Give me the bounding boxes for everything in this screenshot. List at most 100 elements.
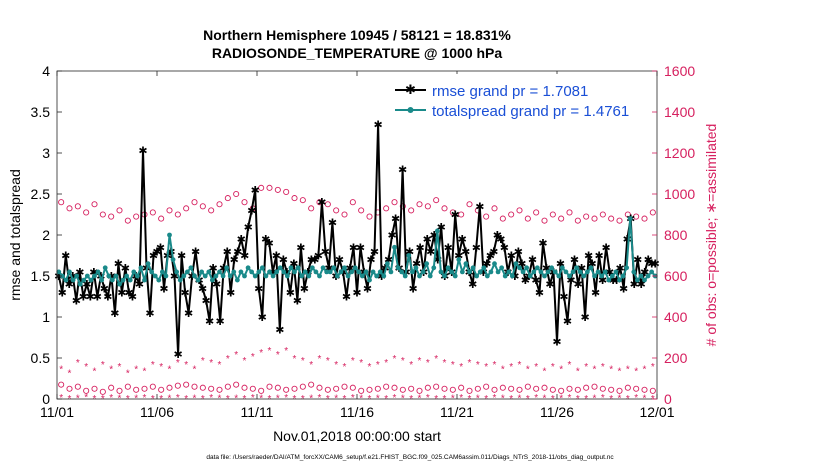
obs-possible-low-marker (141, 385, 148, 392)
obs-assimilated-marker: * (176, 358, 180, 369)
obs-possible-marker (574, 217, 581, 224)
spread-point (213, 273, 219, 279)
rmse-point: ✱ (335, 255, 344, 267)
spread-point (574, 265, 580, 271)
spread-point (627, 216, 633, 222)
spread-point (599, 273, 605, 279)
rmse-point: ✱ (114, 259, 123, 271)
obs-assimilated-marker: * (309, 360, 313, 371)
spread-point (309, 265, 315, 271)
obs-assimilated-marker: * (326, 356, 330, 367)
obs-possible-low-marker (291, 385, 298, 392)
x-tick-label: 11/01 (40, 404, 74, 420)
spread-point (227, 273, 233, 279)
y-tick-label-left: 3.5 (31, 104, 51, 120)
spread-point (613, 269, 619, 275)
obs-assimilated-marker: * (351, 356, 355, 367)
rmse-point: ✱ (247, 205, 256, 217)
rmse-point: ✱ (366, 255, 375, 267)
obs-assimilated-marker: * (59, 364, 63, 375)
spread-point (617, 277, 622, 283)
spread-point (242, 273, 247, 279)
rmse-point: ✱ (472, 242, 481, 254)
rmse-point: ✱ (251, 185, 260, 197)
spread-point (270, 273, 276, 279)
rmse-point: ✱ (352, 287, 361, 299)
spread-point (395, 265, 401, 271)
obs-assimilated-low-marker: * (493, 393, 497, 404)
spread-point (631, 269, 637, 275)
spread-point (184, 269, 190, 275)
obs-assimilated-low-marker: * (126, 394, 130, 405)
spread-point (267, 269, 272, 275)
rmse-point: ✱ (609, 275, 618, 287)
y-tick-label-left: 0 (42, 391, 50, 407)
spread-point (488, 269, 494, 275)
rmse-point: ✱ (566, 275, 575, 287)
rmse-point: ✱ (230, 255, 239, 267)
spread-point (481, 265, 487, 271)
rmse-point: ✱ (489, 246, 498, 258)
obs-possible-low-marker (458, 384, 465, 391)
obs-possible-marker (208, 207, 215, 214)
spread-point (492, 261, 497, 267)
spread-point (388, 269, 394, 275)
y-tick-label-left: 3 (42, 145, 50, 161)
spread-point (256, 269, 262, 275)
spread-point (59, 273, 65, 279)
spread-point (570, 269, 576, 275)
rmse-point: ✱ (156, 242, 165, 254)
spread-point (149, 269, 155, 275)
x-tick-label: 11/06 (140, 404, 174, 420)
y-axis-label-left: rmse and totalspread (7, 169, 23, 301)
spread-point (231, 269, 237, 275)
rmse-point: ✱ (117, 287, 126, 299)
rmse-point: ✱ (310, 255, 319, 267)
rmse-point: ✱ (254, 283, 263, 295)
spread-point (513, 261, 519, 267)
rmse-point: ✱ (552, 337, 561, 349)
obs-possible-marker (199, 203, 206, 210)
spread-point (284, 273, 290, 279)
rmse-point: ✱ (300, 283, 309, 295)
obs-possible-marker (266, 184, 273, 191)
obs-assimilated-low-marker: * (468, 394, 472, 405)
spread-point (302, 269, 308, 275)
spread-point (649, 269, 655, 275)
obs-assimilated-marker: * (109, 364, 113, 375)
spread-point (588, 265, 594, 271)
plot-frame (56, 70, 658, 400)
rmse-point: ✱ (110, 308, 119, 320)
rmse-point: ✱ (180, 287, 189, 299)
obs-assimilated-marker: * (518, 360, 522, 371)
obs-possible-marker (458, 211, 465, 218)
obs-assimilated-marker: * (301, 356, 305, 367)
obs-assimilated-marker: * (401, 356, 405, 367)
obs-assimilated-marker: * (551, 362, 555, 373)
rmse-point: ✱ (184, 308, 193, 320)
spread-point (581, 273, 587, 279)
obs-possible-low-marker (558, 387, 565, 394)
obs-assimilated-marker: * (559, 364, 563, 375)
x-tick-label: 11/16 (340, 404, 374, 420)
legend-rmse-marker: ✱ (405, 82, 416, 97)
y-tick-label-right: 1600 (664, 63, 695, 79)
spread-point (609, 273, 615, 279)
obs-assimilated-low-marker: * (209, 393, 213, 404)
obs-possible-low-marker (574, 386, 581, 393)
spread-point (413, 265, 419, 271)
rmse-point: ✱ (317, 197, 326, 209)
spread-point (259, 265, 265, 271)
obs-possible-low-marker (224, 383, 231, 390)
rmse-point: ✱ (584, 251, 593, 263)
obs-assimilated-marker: * (618, 366, 622, 377)
spread-point (456, 257, 462, 262)
rmse-point: ✱ (82, 279, 91, 291)
obs-possible-low-marker (91, 385, 98, 392)
obs-possible-low-marker (466, 387, 473, 394)
obs-assimilated-marker: * (343, 362, 347, 373)
rmse-point: ✱ (237, 234, 246, 246)
obs-possible-marker (649, 209, 656, 216)
obs-assimilated-low-marker: * (159, 394, 163, 405)
rmse-point: ✱ (387, 230, 396, 242)
